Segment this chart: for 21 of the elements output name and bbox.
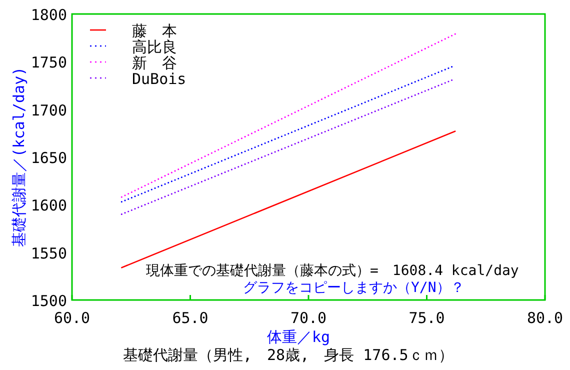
- legend-label: DuBois: [132, 70, 186, 88]
- y-tick-label: 1500: [30, 292, 67, 310]
- legend-label: 新 谷: [132, 54, 177, 72]
- legend-label: 藤 本: [132, 22, 177, 40]
- y-tick-label: 1650: [30, 149, 67, 167]
- x-tick-label: 60.0: [54, 309, 90, 327]
- x-tick-label: 80.0: [526, 309, 564, 327]
- x-tick-label: 65.0: [172, 309, 208, 327]
- annotation: 現体重での基礎代謝量（藤本の式）= 1608.4 kcal/day: [146, 263, 519, 279]
- y-axis-title: 基礎代謝量／(kcal/day): [10, 66, 28, 248]
- y-tick-label: 1550: [30, 244, 67, 262]
- y-tick-label: 1600: [30, 196, 67, 215]
- legend-label: 高比良: [132, 38, 177, 56]
- y-tick-label: 1750: [30, 54, 67, 72]
- x-axis-title: 体重／kg: [266, 328, 330, 346]
- y-tick-label: 1700: [30, 101, 67, 120]
- text: 基礎代謝量（男性, 28歳, 身長 176.5ｃｍ）: [123, 346, 454, 364]
- annotation: グラフをコピーしますか（Y/N）？: [243, 280, 464, 296]
- x-tick-label: 75.0: [408, 309, 445, 327]
- x-tick-label: 70.0: [290, 309, 327, 327]
- y-tick-label: 1800: [30, 6, 67, 24]
